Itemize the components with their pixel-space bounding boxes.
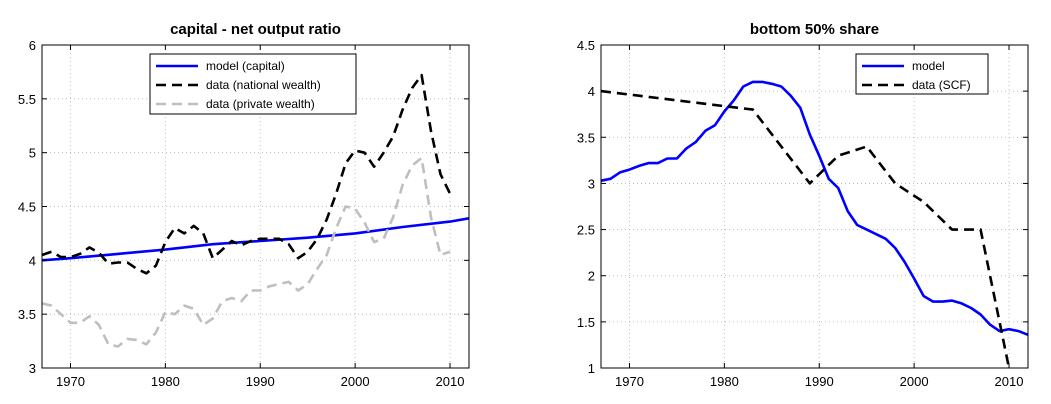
y-tick-label: 3.5	[577, 130, 595, 145]
x-tick-label: 1980	[151, 374, 180, 389]
y-tick-label: 4	[588, 84, 595, 99]
legend-label: data (national wealth)	[206, 78, 321, 92]
y-tick-label: 1	[588, 361, 595, 376]
chart-title: capital - net output ratio	[170, 21, 341, 38]
y-tick-label: 4.5	[18, 200, 36, 215]
legend-label: data (private wealth)	[206, 97, 315, 111]
series-line-1-1	[41, 217, 470, 262]
legend-box	[855, 53, 989, 95]
legend-label: data (SCF)	[912, 78, 971, 92]
x-tick-label: 2000	[341, 374, 370, 389]
legend-label: model (capital)	[206, 59, 285, 73]
series-line-1-2	[41, 73, 452, 275]
y-tick-label: 5.5	[18, 92, 36, 107]
x-tick-label: 1970	[615, 374, 644, 389]
legend-box	[149, 53, 357, 115]
y-tick-label: 6	[29, 38, 36, 53]
x-tick-label: 2000	[900, 374, 929, 389]
series-line-2-2	[600, 89, 1011, 369]
y-tick-label: 4	[29, 253, 36, 268]
series-line-1-3	[41, 156, 451, 348]
x-tick-label: 1980	[710, 374, 739, 389]
chart-panel-1: 1970 1980 1990 2000 2010 3 3.5 4 4.5 5 5.5 6 capital…	[18, 21, 470, 389]
y-tick-label: 5	[29, 146, 36, 161]
x-tick-label: 2010	[436, 374, 465, 389]
y-tick-label: 3	[29, 361, 36, 376]
x-tick-label: 1970	[56, 374, 85, 389]
y-tick-label: 2.5	[577, 223, 595, 238]
x-tick-label: 1990	[246, 374, 275, 389]
x-tick-label: 1990	[805, 374, 834, 389]
x-tick-label: 2010	[995, 374, 1024, 389]
legend: model (capital) data (national wealth) dat…	[149, 53, 357, 115]
plot-frame	[600, 44, 1029, 369]
series-line-2-1	[600, 80, 1029, 337]
y-tick-label: 2	[588, 269, 595, 284]
y-tick-label: 3	[588, 176, 595, 191]
y-tick-label: 3.5	[18, 307, 36, 322]
y-tick-label: 1.5	[577, 315, 595, 330]
legend: model data (SCF)	[855, 53, 989, 95]
y-tick-label: 4.5	[577, 38, 595, 53]
chart-panel-2: 1970 1980 1990 2000 2010 1 1.5 2 2.5 3 3.5 4 4.5 bott…	[577, 21, 1029, 389]
chart-title: bottom 50% share	[750, 21, 879, 38]
legend-label: model	[912, 59, 945, 73]
